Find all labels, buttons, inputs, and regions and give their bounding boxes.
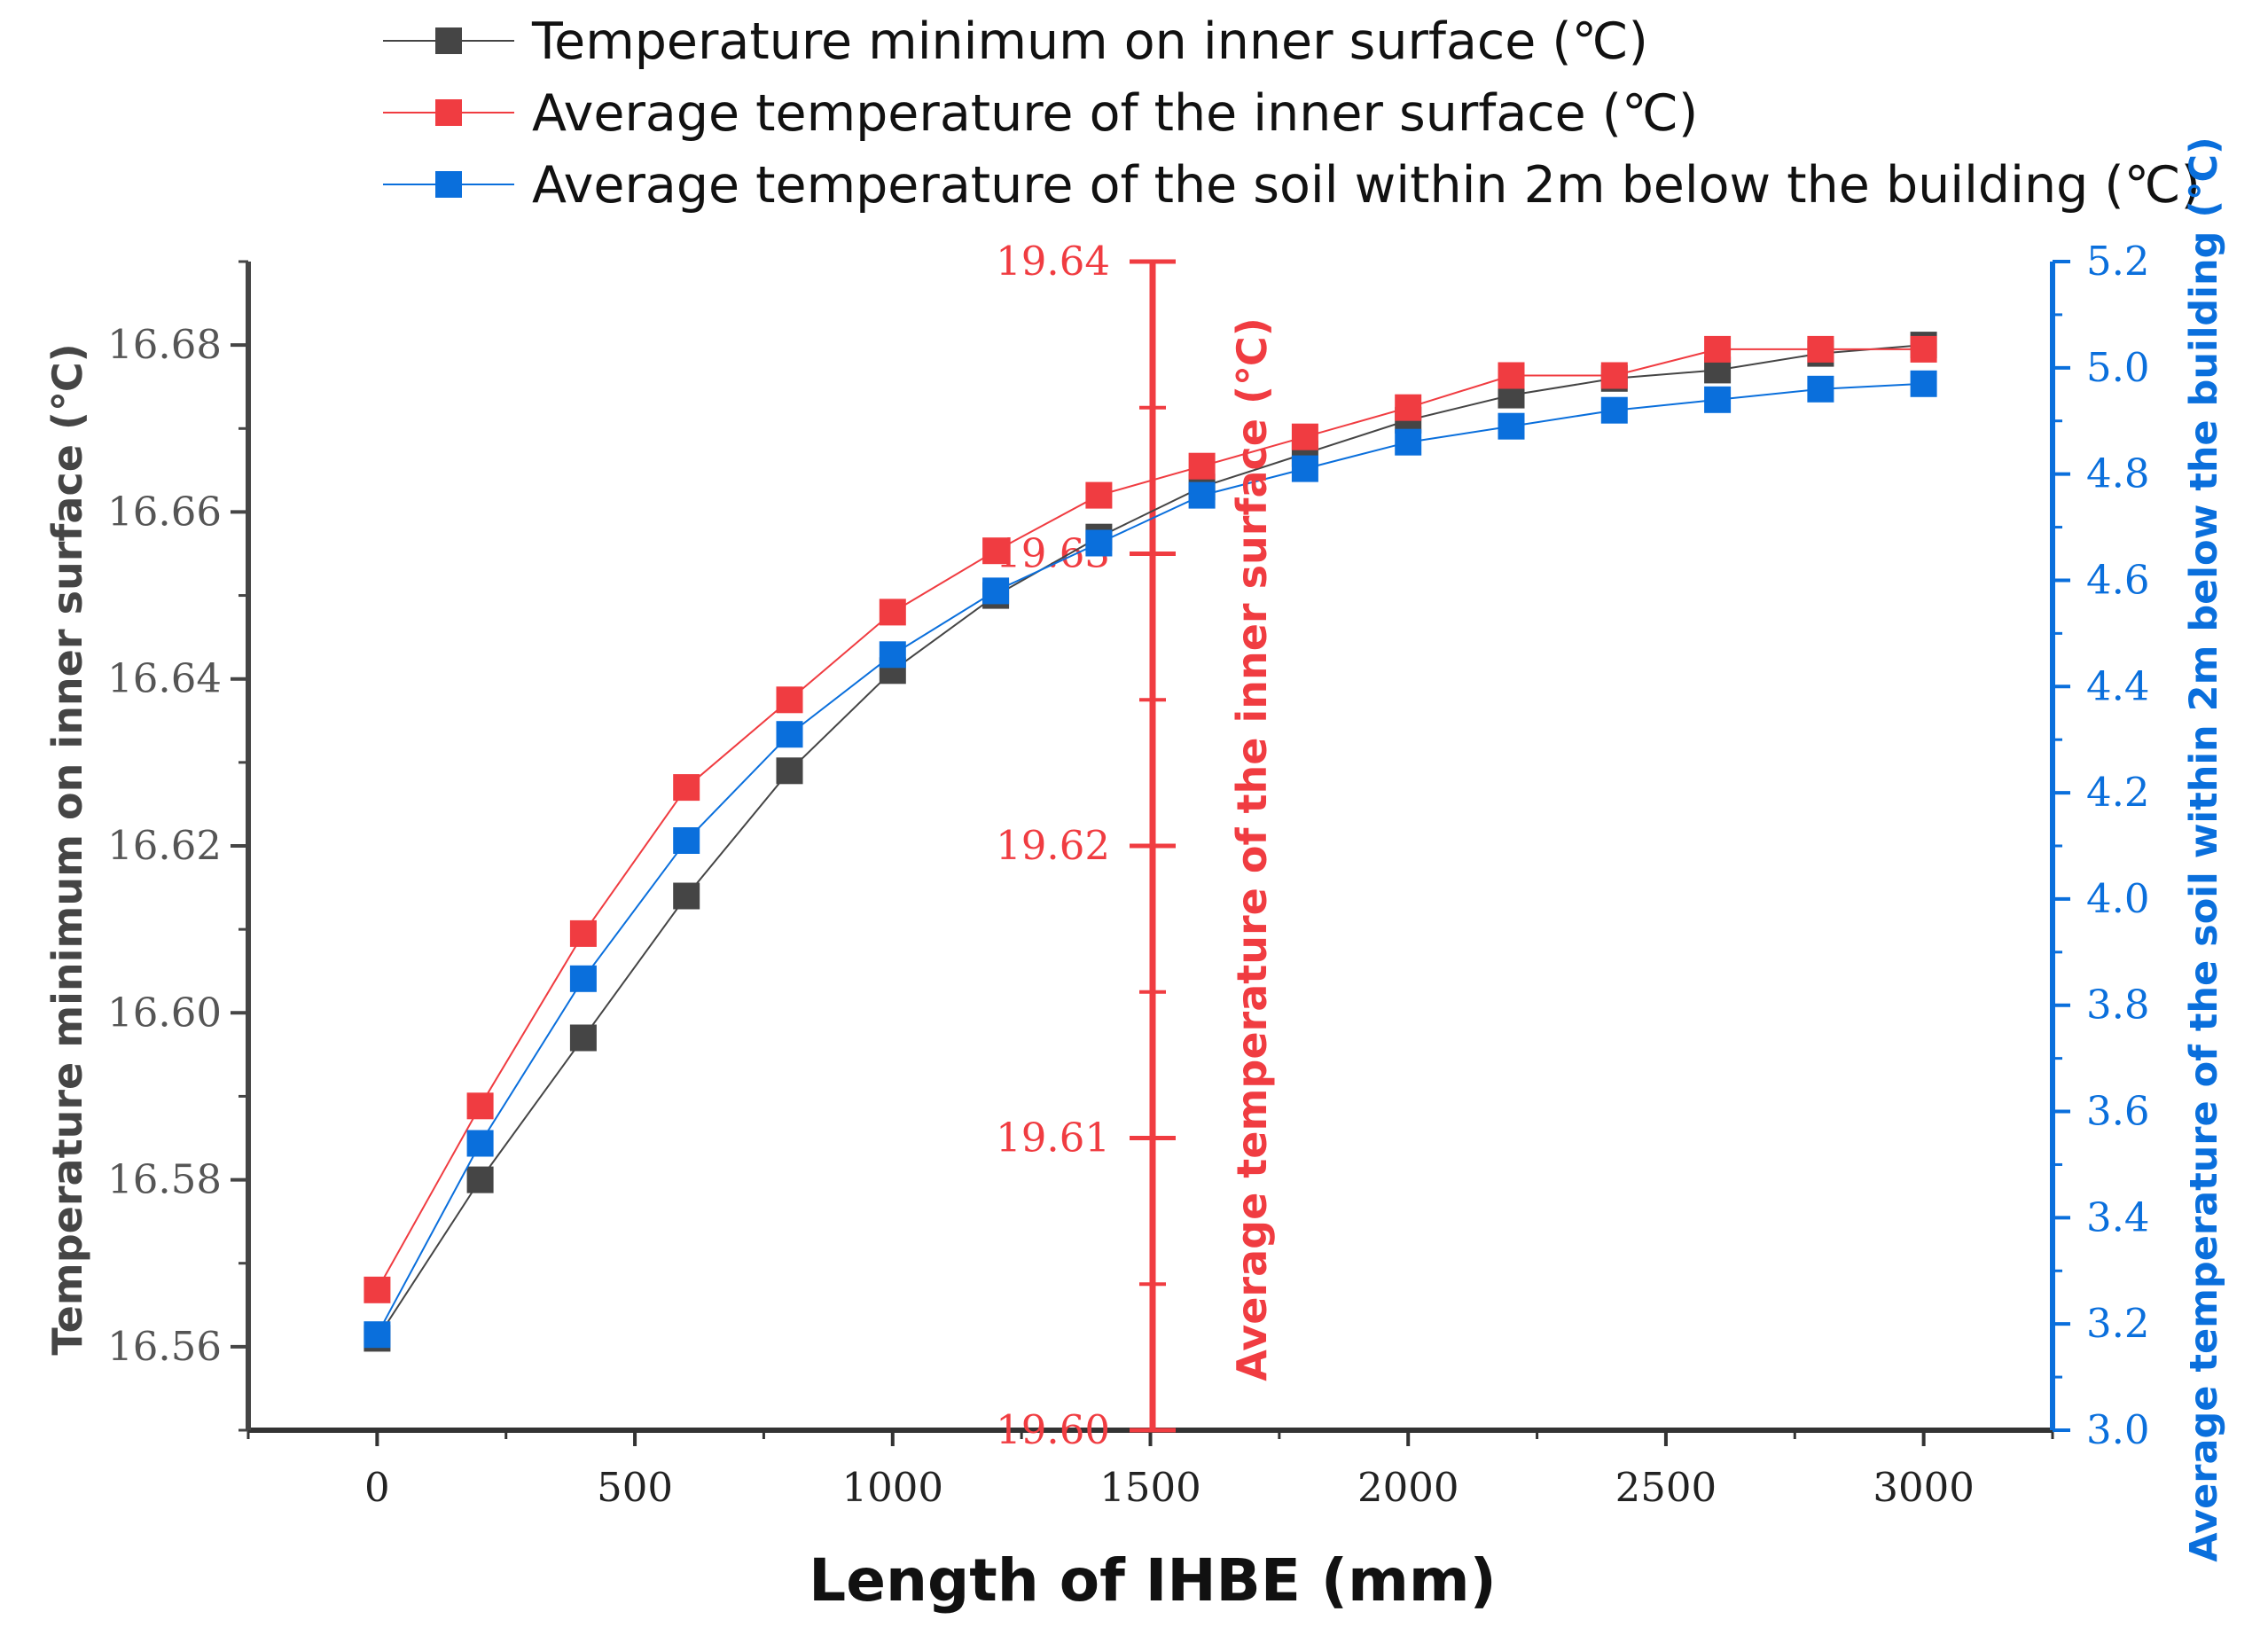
series-line-min-inner xyxy=(376,344,1924,1339)
data-point-avg-inner xyxy=(776,686,803,714)
x-tick-label: 3000 xyxy=(1873,1464,1975,1511)
right-tick-label: 3.0 xyxy=(2086,1406,2150,1453)
legend-marker xyxy=(435,27,462,54)
x-tick-label: 0 xyxy=(364,1464,390,1511)
middle-tick-label: 19.62 xyxy=(996,822,1110,869)
data-point-avg-inner xyxy=(364,1276,391,1303)
data-point-avg-soil xyxy=(1807,375,1834,403)
right-tick-label: 5.2 xyxy=(2086,238,2150,285)
series-line-avg-soil xyxy=(376,382,1924,1335)
data-point-min-inner xyxy=(673,882,700,910)
data-point-avg-soil xyxy=(1291,455,1318,482)
axes: 0 500 1000 1500 2000 2500 3000 16.56 16.58 16.60 1… xyxy=(107,238,2149,1511)
x-tick-label: 2000 xyxy=(1357,1464,1459,1511)
data-point-avg-soil xyxy=(1498,412,1525,440)
left-tick-label: 16.64 xyxy=(107,655,222,702)
data-point-avg-soil xyxy=(569,965,597,992)
data-point-avg-inner xyxy=(1600,362,1628,389)
data-point-avg-soil xyxy=(1704,386,1732,413)
series-avg-soil xyxy=(364,370,1937,1349)
x-tick-label: 1500 xyxy=(1099,1464,1201,1511)
x-tick-label: 500 xyxy=(597,1464,673,1511)
left-tick-label: 16.62 xyxy=(107,822,222,869)
right-tick-label: 4.0 xyxy=(2086,875,2150,922)
middle-axis-title: Average temperature of the inner surface… xyxy=(1228,317,1276,1381)
legend-item-avg-soil: Average temperature of the soil within 2… xyxy=(383,156,2201,215)
data-point-min-inner xyxy=(466,1166,494,1193)
data-point-avg-inner xyxy=(1498,362,1525,389)
data-point-avg-inner xyxy=(466,1092,494,1120)
x-axis-title: Length of IHBE (mm) xyxy=(809,1546,1497,1615)
plot-area xyxy=(364,332,1937,1352)
legend-label: Average temperature of the inner surface… xyxy=(532,84,1698,143)
data-point-avg-soil xyxy=(1188,481,1216,509)
data-point-avg-soil xyxy=(1085,529,1113,557)
middle-tick-label: 19.64 xyxy=(996,238,1110,285)
data-point-avg-inner xyxy=(1188,452,1216,480)
left-tick-label: 16.68 xyxy=(107,321,222,368)
data-point-avg-inner xyxy=(569,919,597,947)
right-tick-label: 3.6 xyxy=(2086,1088,2150,1135)
right-tick-label: 4.2 xyxy=(2086,769,2150,816)
right-tick-label: 4.6 xyxy=(2086,556,2150,603)
data-point-avg-inner xyxy=(1085,481,1113,509)
data-point-avg-inner xyxy=(879,599,906,626)
right-axis-title: Average temperature of the soil within 2… xyxy=(2182,137,2226,1561)
left-tick-label: 16.66 xyxy=(107,488,222,535)
data-point-avg-inner xyxy=(1807,335,1834,363)
legend: Temperature minimum on inner surface (℃)… xyxy=(383,12,2201,215)
data-point-avg-soil xyxy=(364,1321,391,1349)
right-tick-label: 3.4 xyxy=(2086,1193,2150,1240)
data-point-avg-soil xyxy=(673,827,700,854)
middle-tick-label: 19.61 xyxy=(996,1115,1110,1162)
right-tick-label: 3.2 xyxy=(2086,1300,2150,1347)
data-point-avg-soil xyxy=(879,641,906,669)
data-point-avg-inner xyxy=(1704,335,1732,363)
legend-label: Temperature minimum on inner surface (℃) xyxy=(531,12,1648,71)
data-point-avg-soil xyxy=(466,1130,494,1157)
left-tick-label: 16.58 xyxy=(107,1156,222,1203)
legend-marker xyxy=(435,99,462,126)
middle-tick-label: 19.60 xyxy=(996,1406,1110,1453)
data-point-avg-inner xyxy=(1291,423,1318,450)
left-tick-label: 16.56 xyxy=(107,1323,222,1370)
data-point-avg-inner xyxy=(1395,394,1422,421)
legend-marker xyxy=(435,171,462,198)
left-tick-label: 16.60 xyxy=(107,989,222,1036)
data-point-avg-soil xyxy=(1910,370,1937,397)
legend-item-avg-inner: Average temperature of the inner surface… xyxy=(383,84,1698,143)
right-tick-label: 5.0 xyxy=(2086,344,2150,391)
data-point-avg-inner xyxy=(1910,335,1937,363)
data-point-min-inner xyxy=(569,1024,597,1052)
left-axis-title: Temperature minimum on inner surface (℃) xyxy=(43,343,91,1355)
data-point-avg-soil xyxy=(1600,396,1628,424)
legend-label: Average temperature of the soil within 2… xyxy=(532,156,2201,215)
data-point-avg-inner xyxy=(673,774,700,802)
data-point-avg-soil xyxy=(1395,428,1422,456)
series-avg-inner xyxy=(364,335,1937,1303)
right-tick-label: 4.4 xyxy=(2086,662,2150,709)
legend-item-min-inner: Temperature minimum on inner surface (℃) xyxy=(383,12,1648,71)
data-point-min-inner xyxy=(776,757,803,785)
right-tick-label: 4.8 xyxy=(2086,450,2150,497)
series-line-avg-inner xyxy=(376,348,1924,1291)
right-tick-label: 3.8 xyxy=(2086,982,2150,1029)
data-point-avg-soil xyxy=(982,577,1010,605)
x-tick-label: 1000 xyxy=(842,1464,944,1511)
data-point-avg-soil xyxy=(776,721,803,748)
x-tick-label: 2500 xyxy=(1615,1464,1717,1511)
data-point-avg-inner xyxy=(982,537,1010,565)
